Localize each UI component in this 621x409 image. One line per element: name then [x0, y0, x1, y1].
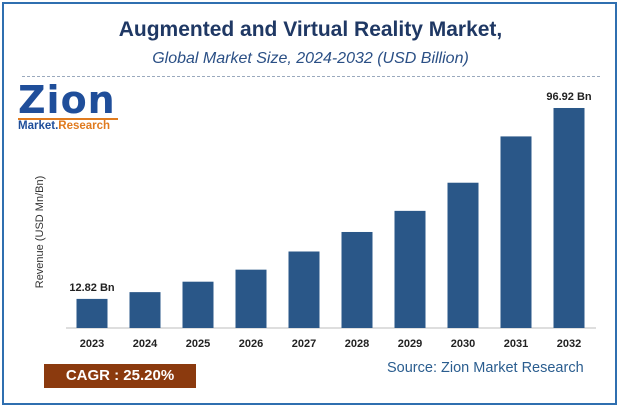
bars-group: 2023 12.82 Bn 2024 2025 2026 2027 2028 2029 2030… [69, 91, 592, 350]
bar-2032 [553, 107, 585, 328]
logo-word: Zion [18, 78, 116, 122]
logo-sub-right: Research [58, 120, 111, 132]
x-tick-2030: 2030 [451, 338, 475, 350]
x-tick-2023: 2023 [80, 338, 104, 350]
logo-subtitle: Market.Research [18, 120, 110, 132]
x-tick-2027: 2027 [292, 338, 316, 350]
zion-logo: Zion Market.Research [18, 78, 124, 134]
bar-2030 [447, 182, 479, 328]
y-axis-label: Revenue (USD Mn/Bn) [34, 176, 46, 289]
x-tick-2026: 2026 [239, 338, 263, 350]
x-tick-2028: 2028 [345, 338, 369, 350]
data-label-2023: 12.82 Bn [69, 282, 115, 294]
bar-2029 [394, 210, 426, 328]
cagr-badge: CAGR : 25.20% [44, 364, 196, 388]
bar-2031 [500, 136, 532, 328]
bar-2023 [76, 298, 108, 328]
bar-2024 [129, 292, 161, 328]
logo-sub-left: Market. [18, 120, 59, 132]
bar-2028 [341, 231, 373, 328]
bar-2025 [182, 281, 214, 328]
data-label-2032: 96.92 Bn [546, 91, 592, 103]
source-note: Source: Zion Market Research [387, 360, 584, 376]
x-tick-2025: 2025 [186, 338, 210, 350]
bar-2027 [288, 251, 320, 328]
chart-title: Augmented and Virtual Reality Market, [118, 18, 503, 41]
x-tick-2024: 2024 [133, 338, 158, 350]
bar-2026 [235, 269, 267, 328]
chart-subtitle: Global Market Size, 2024-2032 (USD Billi… [152, 50, 469, 67]
title-divider [22, 76, 600, 77]
x-tick-2031: 2031 [504, 338, 528, 350]
x-tick-2029: 2029 [398, 338, 422, 350]
x-tick-2032: 2032 [557, 338, 581, 350]
logo-underline [18, 118, 118, 120]
